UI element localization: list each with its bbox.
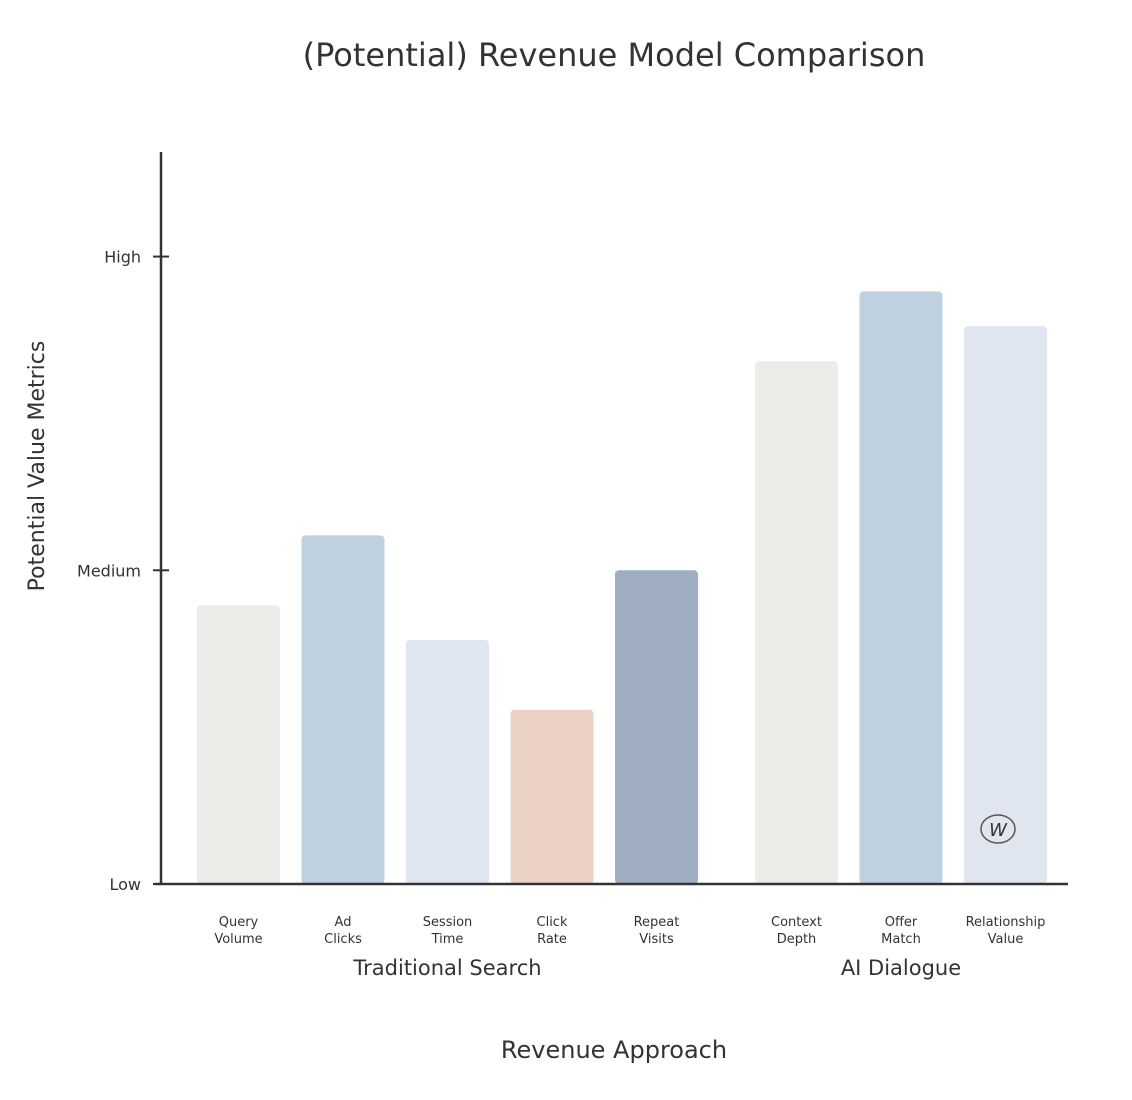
bar-offer-match [859, 291, 943, 884]
bar-context-depth [755, 361, 838, 885]
group-label: Traditional Search [352, 956, 541, 980]
x-tick-label: Value [988, 932, 1024, 947]
x-tick-label: Rate [537, 932, 567, 947]
y-tick-label: High [104, 248, 141, 267]
bar-ad-clicks [301, 535, 385, 884]
y-tick-label: Medium [77, 561, 141, 580]
group-label: AI Dialogue [841, 956, 961, 980]
x-tick-label: Context [771, 915, 822, 930]
x-tick-label: Ad [335, 915, 352, 930]
x-tick-label: Repeat [634, 915, 680, 930]
y-tick-label: Low [109, 875, 141, 894]
x-axis-label: Revenue Approach [501, 1036, 727, 1064]
bar-query-volume [197, 605, 280, 884]
x-tick-label: Click [537, 915, 568, 930]
watermark-logo-text: W [989, 820, 1008, 841]
x-tick-label: Clicks [324, 932, 362, 947]
x-tick-label: Time [431, 932, 464, 947]
x-tick-label: Depth [777, 932, 817, 947]
bar-relationship-value [964, 326, 1047, 884]
x-tick-label: Volume [214, 932, 262, 947]
x-tick-label: Visits [639, 932, 674, 947]
bar-repeat-visits [615, 570, 698, 884]
bar-session-time [406, 640, 489, 884]
x-tick-label: Match [881, 932, 921, 947]
x-tick-label: Offer [885, 915, 918, 930]
x-tick-label: Session [423, 915, 473, 930]
bar-click-rate [510, 709, 594, 884]
x-tick-label: Relationship [966, 915, 1046, 930]
y-axis-label: Potential Value Metrics [25, 341, 50, 592]
chart-title: (Potential) Revenue Model Comparison [303, 36, 926, 74]
watermark-logo-icon [980, 814, 1016, 844]
x-tick-label: Query [219, 915, 259, 930]
